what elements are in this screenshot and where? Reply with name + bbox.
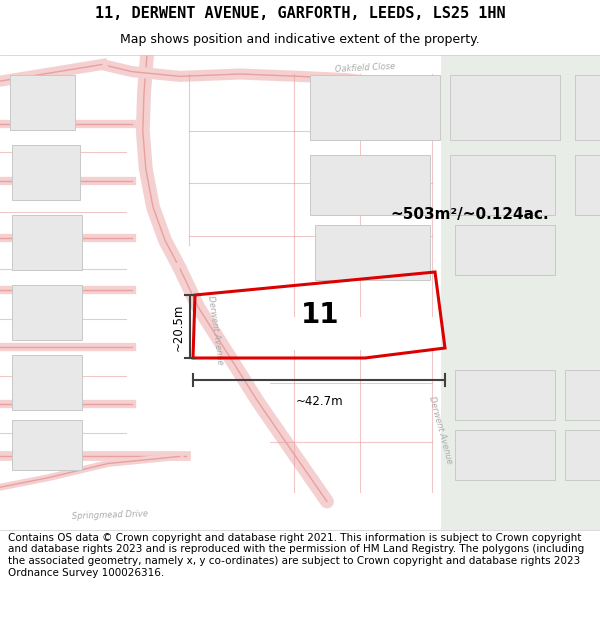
Bar <box>310 155 430 215</box>
Bar <box>450 155 555 215</box>
Text: 11: 11 <box>301 301 339 329</box>
Bar <box>10 75 75 130</box>
Text: Map shows position and indicative extent of the property.: Map shows position and indicative extent… <box>120 33 480 46</box>
Text: Derwent Avenue: Derwent Avenue <box>427 395 454 465</box>
Bar <box>455 430 555 480</box>
Bar <box>441 55 600 530</box>
Bar <box>565 370 600 420</box>
Text: ~503m²/~0.124ac.: ~503m²/~0.124ac. <box>390 208 548 222</box>
Text: ~20.5m: ~20.5m <box>172 303 185 351</box>
Text: ~42.7m: ~42.7m <box>296 395 344 408</box>
Bar <box>455 370 555 420</box>
Text: Contains OS data © Crown copyright and database right 2021. This information is : Contains OS data © Crown copyright and d… <box>8 533 584 578</box>
Bar <box>565 430 600 480</box>
Text: 11, DERWENT AVENUE, GARFORTH, LEEDS, LS25 1HN: 11, DERWENT AVENUE, GARFORTH, LEEDS, LS2… <box>95 6 505 21</box>
Bar <box>310 75 440 140</box>
Bar <box>12 355 82 410</box>
Bar <box>12 285 82 340</box>
Text: Derwent Avenue: Derwent Avenue <box>206 295 224 365</box>
Bar <box>575 75 600 140</box>
Bar <box>575 155 600 215</box>
Bar <box>12 420 82 470</box>
Bar <box>450 75 560 140</box>
Text: Oakfield Close: Oakfield Close <box>335 62 395 74</box>
Bar <box>455 225 555 275</box>
Text: Springmead Drive: Springmead Drive <box>72 509 148 521</box>
Bar <box>12 215 82 270</box>
Bar <box>12 145 80 200</box>
Bar <box>315 225 430 280</box>
